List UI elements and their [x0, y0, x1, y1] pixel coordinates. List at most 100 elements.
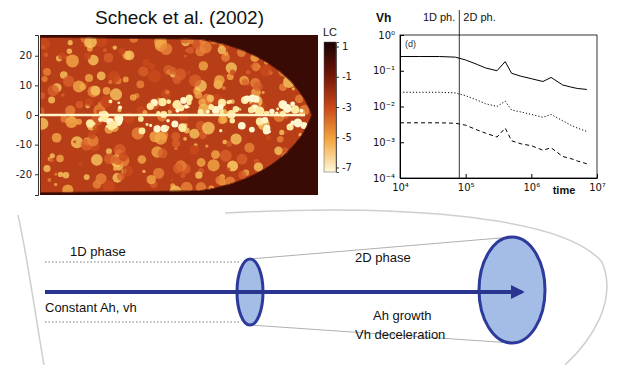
- tick: -5: [336, 132, 352, 143]
- data-line: [400, 92, 587, 131]
- texture-blob: [261, 91, 264, 94]
- texture-blob: [54, 173, 57, 176]
- texture-blob: [298, 178, 310, 190]
- tick: 10⁻³: [373, 137, 404, 148]
- image-background: [40, 35, 318, 195]
- texture-blob: [165, 90, 169, 94]
- tick-label: -1: [342, 71, 352, 82]
- texture-blob: [239, 76, 249, 86]
- texture-blob: [90, 86, 100, 96]
- texture-blob: [226, 141, 232, 147]
- diagram-label: Vh deceleration: [355, 327, 445, 342]
- texture-blob: [206, 110, 210, 114]
- texture-blob: [288, 154, 300, 166]
- texture-blob: [43, 52, 48, 57]
- texture-blob: [181, 182, 193, 194]
- texture-blob: [49, 158, 53, 162]
- texture-blob: [106, 148, 112, 154]
- texture-blob: [202, 122, 215, 135]
- texture-blob: [195, 91, 203, 99]
- texture-blob: [289, 123, 291, 125]
- texture-blob: [108, 71, 120, 83]
- texture-blob: [117, 173, 125, 181]
- texture-blob: [136, 80, 144, 88]
- texture-blob: [218, 104, 224, 110]
- guide-line: [45, 322, 240, 323]
- texture-blob: [76, 101, 84, 109]
- texture-blob: [302, 133, 312, 143]
- texture-blob: [189, 74, 201, 86]
- guide-line: [45, 262, 240, 263]
- texture-blob: [300, 109, 304, 113]
- texture-blob: [230, 186, 241, 195]
- tick-label: 10⁻¹: [373, 65, 395, 76]
- texture-blob: [274, 147, 282, 155]
- texture-blob: [160, 43, 172, 55]
- texture-blob: [281, 46, 289, 54]
- cone-line: [250, 325, 512, 343]
- texture-blob: [92, 122, 95, 125]
- texture-blob: [172, 139, 180, 147]
- y-axis-title: Vh: [376, 11, 391, 25]
- data-line: [400, 123, 587, 164]
- texture-blob: [171, 120, 178, 127]
- texture-blob: [266, 135, 271, 140]
- tick-label: 10⁵: [458, 182, 475, 193]
- simulation-image: [40, 35, 318, 195]
- texture-blob: [103, 87, 111, 95]
- texture-blob: [175, 108, 179, 112]
- x-axis-title: time: [553, 184, 576, 196]
- tick-label: 10⁴: [392, 182, 409, 193]
- texture-blob: [288, 45, 297, 54]
- texture-blob: [147, 175, 156, 184]
- texture-blob: [78, 162, 82, 166]
- texture-blob: [47, 178, 51, 182]
- texture-blob: [158, 98, 166, 106]
- tick-label: -7: [342, 162, 352, 173]
- texture-blob: [180, 97, 187, 104]
- diagram: 1D phaseConstant Ah, vh2D phaseAh growth…: [18, 210, 607, 365]
- texture-blob: [108, 80, 112, 84]
- tick-label: 0: [26, 110, 32, 121]
- plot-marks: [400, 57, 587, 164]
- texture-blob: [88, 131, 96, 139]
- texture-blob: [85, 98, 93, 106]
- texture-blob: [118, 106, 122, 110]
- texture-blob: [169, 67, 177, 75]
- texture-blob: [58, 172, 63, 177]
- tick: -3: [336, 102, 352, 113]
- texture-blob: [91, 154, 103, 166]
- texture-blob: [296, 51, 306, 61]
- texture-blob: [54, 183, 57, 186]
- texture-blob: [226, 167, 230, 171]
- texture-blob: [142, 170, 145, 173]
- texture-blob: [222, 86, 226, 90]
- texture-blob: [180, 173, 185, 178]
- texture-blob: [73, 81, 85, 93]
- tick-mark: [531, 174, 532, 178]
- tick-mark: [400, 142, 404, 143]
- outline: [18, 215, 44, 365]
- texture-blob: [250, 64, 253, 67]
- texture-blob: [238, 171, 246, 179]
- texture-blob: [300, 122, 307, 129]
- tick-mark: [336, 107, 339, 108]
- tick: -7: [336, 162, 352, 173]
- texture-blob: [62, 184, 73, 195]
- texture-blob: [93, 125, 100, 132]
- texture-blob: [189, 145, 199, 155]
- tick: 0: [26, 110, 38, 121]
- texture-blob: [281, 152, 292, 163]
- texture-blob: [302, 38, 309, 45]
- tick-mark: [35, 115, 38, 116]
- tick: -20: [16, 169, 38, 180]
- tick-mark: [400, 35, 404, 36]
- title: Scheck et al. (2002): [95, 7, 264, 28]
- tick: 10⁵: [458, 174, 475, 193]
- tick-label: 20: [19, 50, 32, 61]
- axis-line: [337, 43, 340, 173]
- texture-blob: [84, 174, 90, 180]
- texture-blob: [285, 158, 294, 167]
- plot-frame: [400, 35, 597, 178]
- tick-label: -5: [342, 132, 352, 143]
